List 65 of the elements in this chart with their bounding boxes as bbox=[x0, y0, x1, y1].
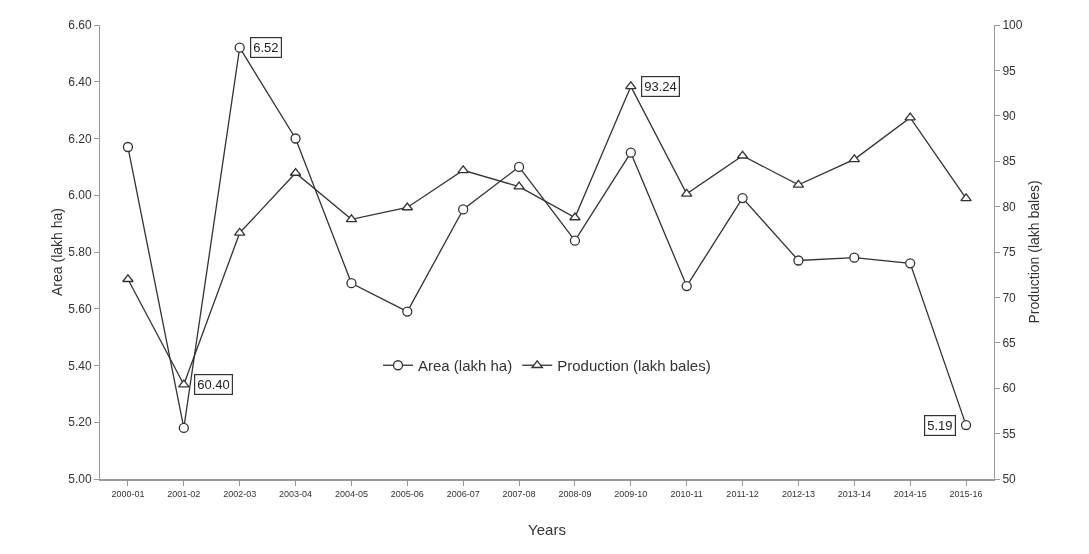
y2-tick-label: 50 bbox=[1002, 472, 1017, 487]
y2-axis-title: Production (lakh bales) bbox=[1026, 180, 1042, 324]
point bbox=[625, 147, 636, 158]
point bbox=[122, 274, 134, 283]
y-tick-label: 5.60 bbox=[68, 301, 92, 316]
y-tick-label: 6.20 bbox=[68, 131, 92, 146]
x-tick-label: 2003-04 bbox=[279, 488, 313, 499]
x-tick-label: 2012-13 bbox=[781, 488, 815, 499]
point bbox=[569, 212, 581, 221]
x-axis-title: Years bbox=[528, 521, 566, 538]
legend-label: Production (lakh bales) bbox=[557, 357, 711, 375]
y-tick-label: 6.40 bbox=[68, 74, 92, 89]
point bbox=[849, 252, 860, 263]
data-label: 5.19 bbox=[927, 418, 953, 434]
x-tick-label: 2006-07 bbox=[446, 488, 480, 499]
point bbox=[234, 42, 245, 53]
point bbox=[513, 181, 525, 190]
x-tick-label: 2013-14 bbox=[837, 488, 871, 499]
x-tick-label: 2011-12 bbox=[726, 488, 759, 499]
point bbox=[905, 258, 916, 269]
data-label: 6.52 bbox=[253, 40, 279, 56]
y-tick-label: 6.00 bbox=[68, 188, 92, 203]
y-axis-title: Area (lakh ha) bbox=[49, 208, 65, 296]
point bbox=[513, 161, 525, 173]
y2-tick-label: 65 bbox=[1002, 336, 1017, 350]
y-tick-label: 6.60 bbox=[68, 18, 92, 33]
x-tick-label: 2014-15 bbox=[893, 488, 927, 499]
point bbox=[681, 280, 692, 292]
x-tick-label: 2010-11 bbox=[670, 488, 703, 499]
y2-tick-label: 100 bbox=[1002, 18, 1023, 33]
x-tick-label: 2015-16 bbox=[949, 488, 983, 499]
y2-tick-label: 90 bbox=[1002, 109, 1017, 123]
y2-tick-label: 95 bbox=[1002, 63, 1017, 78]
y2-tick-label: 80 bbox=[1002, 199, 1017, 214]
y2-tick-label: 85 bbox=[1002, 154, 1017, 169]
y2-tick-label: 55 bbox=[1002, 426, 1017, 441]
x-tick-label: 2008-09 bbox=[558, 488, 592, 499]
point bbox=[346, 278, 357, 289]
y-tick-label: 5.80 bbox=[68, 245, 92, 260]
point bbox=[960, 193, 972, 202]
point bbox=[793, 255, 804, 266]
y2-tick-label: 70 bbox=[1002, 290, 1017, 305]
point bbox=[402, 306, 413, 317]
point bbox=[178, 422, 189, 434]
data-label: 60.40 bbox=[197, 377, 230, 393]
y-tick-label: 5.00 bbox=[68, 472, 92, 487]
x-tick-label: 2000-01 bbox=[111, 488, 145, 499]
point bbox=[737, 192, 748, 204]
point bbox=[290, 133, 301, 144]
point bbox=[458, 204, 469, 215]
x-tick-label: 2001-02 bbox=[167, 488, 201, 499]
y2-tick-label: 75 bbox=[1002, 245, 1017, 260]
x-tick-label: 2009-10 bbox=[614, 488, 648, 499]
point bbox=[569, 235, 581, 246]
y-tick-label: 5.40 bbox=[68, 358, 92, 373]
x-tick-label: 2002-03 bbox=[223, 488, 257, 499]
legend-label: Area (lakh ha) bbox=[418, 357, 513, 375]
x-tick-label: 2005-06 bbox=[390, 488, 424, 499]
y-tick-label: 5.20 bbox=[68, 415, 92, 430]
point bbox=[122, 141, 134, 153]
data-label: 93.24 bbox=[644, 79, 677, 95]
x-tick-label: 2004-05 bbox=[334, 488, 368, 499]
x-tick-label: 2007-08 bbox=[502, 488, 536, 499]
y2-tick-label: 60 bbox=[1002, 381, 1017, 396]
point bbox=[960, 419, 972, 431]
